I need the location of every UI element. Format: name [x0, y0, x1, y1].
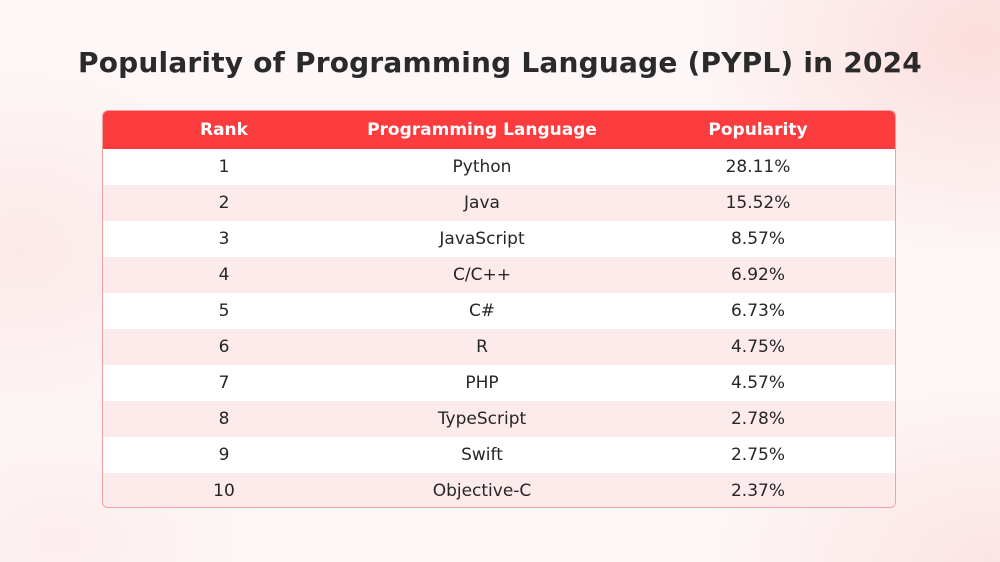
- table-header: Rank Programming Language Popularity: [103, 111, 895, 149]
- rank-cell: 4: [218, 265, 230, 285]
- language-cell: PHP: [465, 373, 499, 393]
- column-header-popularity: Popularity: [708, 120, 808, 140]
- table-row: 4 C/C++ 6.92%: [103, 257, 895, 293]
- rank-cell: 2: [218, 193, 230, 213]
- popularity-cell: 6.73%: [730, 301, 785, 321]
- popularity-cell: 4.57%: [730, 373, 785, 393]
- popularity-cell: 8.57%: [730, 229, 785, 249]
- language-cell: R: [476, 337, 488, 357]
- rank-cell: 10: [213, 481, 235, 501]
- header-row: Rank Programming Language Popularity: [103, 111, 895, 149]
- popularity-cell: 2.75%: [730, 445, 785, 465]
- table-row: 10 Objective-C 2.37%: [103, 473, 895, 507]
- rank-cell: 1: [218, 157, 230, 177]
- language-cell: Swift: [461, 445, 503, 465]
- language-cell: JavaScript: [439, 229, 525, 249]
- popularity-cell: 6.92%: [730, 265, 785, 285]
- language-cell: C/C++: [453, 265, 511, 285]
- popularity-cell: 2.37%: [730, 481, 785, 501]
- table-row: 3 JavaScript 8.57%: [103, 221, 895, 257]
- table-row: 9 Swift 2.75%: [103, 437, 895, 473]
- rank-cell: 5: [218, 301, 230, 321]
- table-body: 1 Python 28.11% 2 Java 15.52% 3 JavaScript 8.57%…: [103, 149, 895, 507]
- rank-cell: 3: [218, 229, 230, 249]
- column-header-rank: Rank: [200, 120, 248, 140]
- popularity-cell: 28.11%: [725, 157, 791, 177]
- language-cell: C#: [468, 301, 496, 321]
- popularity-cell: 4.75%: [730, 337, 785, 357]
- rank-cell: 6: [218, 337, 230, 357]
- language-cell: Java: [464, 193, 500, 213]
- data-table: Rank Programming Language Popularity 1 Py…: [103, 111, 895, 507]
- language-cell: TypeScript: [437, 409, 527, 429]
- rank-cell: 8: [218, 409, 230, 429]
- language-cell: Objective-C: [432, 481, 532, 501]
- column-header-language: Programming Language: [367, 120, 597, 140]
- popularity-table: Rank Programming Language Popularity 1 Py…: [102, 110, 896, 508]
- rank-cell: 7: [218, 373, 230, 393]
- language-cell: Python: [452, 157, 512, 177]
- popularity-cell: 2.78%: [730, 409, 785, 429]
- chart-title: Popularity of Programming Language (PYPL…: [77, 46, 922, 79]
- table-row: 5 C# 6.73%: [103, 293, 895, 329]
- popularity-cell: 15.52%: [725, 193, 791, 213]
- table-row: 6 R 4.75%: [103, 329, 895, 365]
- rank-cell: 9: [218, 445, 230, 465]
- table-row: 2 Java 15.52%: [103, 185, 895, 221]
- table-row: 1 Python 28.11%: [103, 149, 895, 185]
- table-row: 7 PHP 4.57%: [103, 365, 895, 401]
- table-row: 8 TypeScript 2.78%: [103, 401, 895, 437]
